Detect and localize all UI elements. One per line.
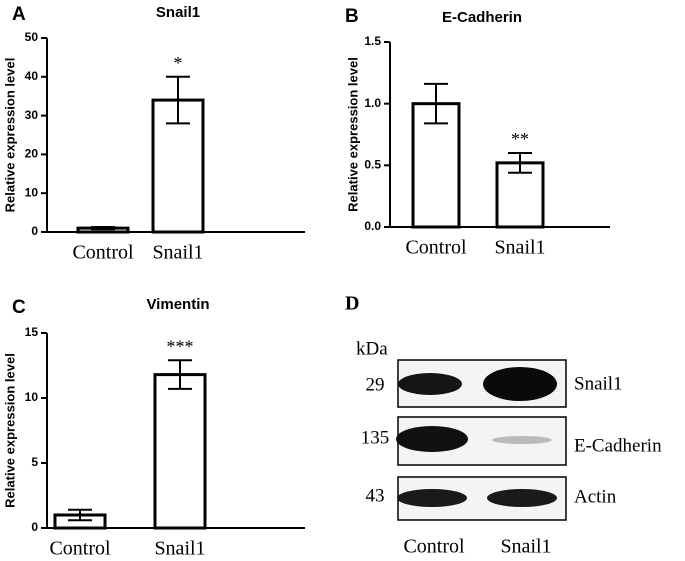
y-tick-label: 40 [25, 69, 39, 83]
protein-label: Snail1 [574, 373, 623, 394]
significance-label: *** [167, 336, 194, 356]
y-tick-label: 50 [25, 30, 39, 44]
y-axis-label: Relative expression level [345, 57, 360, 212]
y-axis-label: Relative expression level [2, 353, 17, 508]
lane-label: Snail1 [500, 536, 551, 558]
y-tick-label: 15 [25, 325, 39, 339]
y-tick-label: 20 [25, 147, 39, 161]
x-tick-label: Snail1 [154, 538, 205, 560]
panel-letter: C [12, 297, 26, 318]
y-tick-label: 0 [31, 224, 38, 238]
lane-label: Control [403, 536, 465, 558]
weight-label: 29 [366, 374, 385, 395]
weight-label: 135 [361, 427, 390, 448]
y-tick-label: 10 [25, 390, 39, 404]
band [492, 436, 552, 444]
y-tick-label: 10 [25, 185, 39, 199]
y-tick-label: 30 [25, 108, 39, 122]
band [396, 426, 468, 452]
bar [153, 373, 207, 530]
protein-label: Actin [574, 486, 617, 507]
x-tick-label: Snail1 [494, 237, 545, 259]
y-tick-label: 1.0 [364, 96, 381, 110]
band [398, 373, 462, 395]
band [483, 367, 557, 401]
panel-letter: D [345, 293, 359, 315]
panel-letter: A [12, 4, 26, 25]
x-tick-label: Control [49, 538, 111, 560]
protein-label: E-Cadherin [574, 435, 662, 456]
band [397, 489, 467, 507]
weight-label: 43 [366, 485, 385, 506]
y-tick-label: 5 [31, 455, 38, 469]
band [487, 489, 557, 507]
significance-label: * [174, 53, 183, 73]
y-tick-label: 1.5 [364, 34, 381, 48]
y-tick-label: 0 [31, 520, 38, 534]
x-tick-label: Snail1 [152, 242, 203, 264]
significance-label: ** [511, 129, 529, 149]
y-axis-label: Relative expression level [2, 58, 17, 213]
x-tick-label: Control [72, 242, 134, 264]
unit-label: kDa [356, 338, 388, 359]
chart-title: E-Cadherin [442, 9, 522, 26]
chart-title: Vimentin [146, 296, 209, 313]
x-tick-label: Control [405, 237, 467, 259]
y-tick-label: 0.5 [364, 158, 381, 172]
chart-title: Snail1 [156, 4, 200, 21]
panel-letter: B [345, 6, 359, 27]
blot-panel: D kDa 29 135 43 Snail1 E-Cadherin Actin … [345, 293, 662, 558]
y-tick-label: 0.0 [364, 219, 381, 233]
